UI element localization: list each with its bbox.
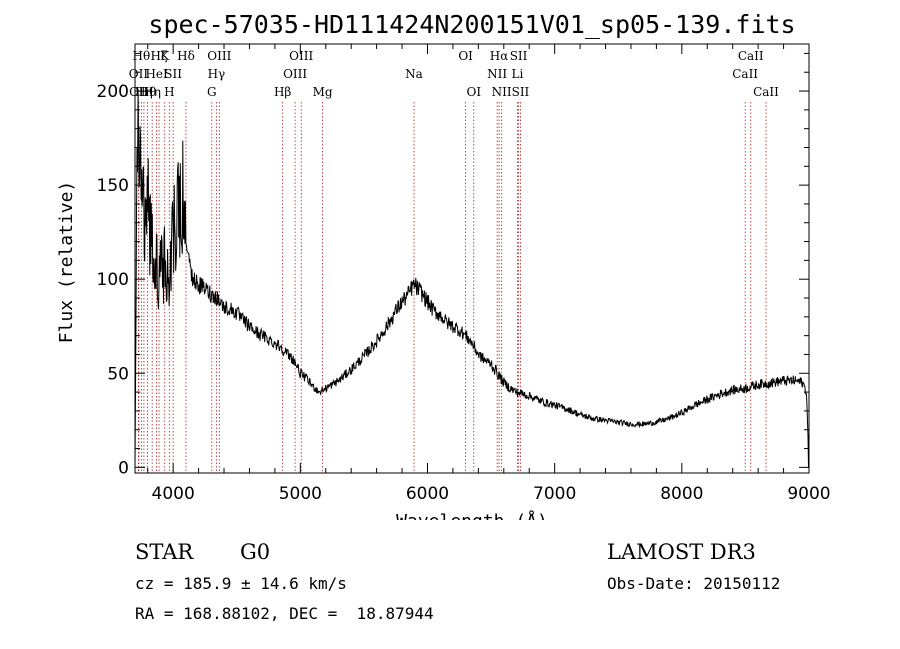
x-tick-label: 8000 bbox=[660, 484, 703, 504]
spectral-line-label: SII bbox=[512, 85, 530, 99]
spectral-line-label: Hθ bbox=[139, 85, 157, 99]
x-axis-label: Wavelength (Å) bbox=[396, 510, 548, 520]
y-tick-label: 150 bbox=[97, 176, 129, 196]
spectral-line-label: Hγ bbox=[208, 67, 226, 81]
spectral-line-label: HeI bbox=[145, 67, 168, 81]
y-tick-label: 100 bbox=[97, 270, 129, 290]
spectral-line-label: K bbox=[160, 49, 170, 63]
spectral-line-label: Mg bbox=[313, 85, 333, 99]
spectral-line-label: OIII bbox=[207, 49, 231, 63]
y-tick-label: 200 bbox=[97, 82, 129, 102]
x-tick-label: 5000 bbox=[279, 484, 322, 504]
spectral-line-label: Hα bbox=[490, 49, 509, 63]
spectral-line-label: CaII bbox=[732, 67, 758, 81]
spectral-line-label: OIII bbox=[283, 67, 307, 81]
spectral-line-label: OIII bbox=[289, 49, 313, 63]
chart-title: spec-57035-HD111424N200151V01_sp05-139.f… bbox=[148, 10, 795, 39]
spectral-line-label: NII bbox=[492, 85, 512, 99]
spectral-line-label: CaII bbox=[738, 49, 764, 63]
spectral-line-label: OII bbox=[129, 85, 149, 99]
spectral-line-label: Hδ bbox=[177, 49, 195, 63]
x-tick-label: 6000 bbox=[406, 484, 449, 504]
spectral-line-label: Hζ bbox=[151, 49, 168, 63]
flux-line bbox=[134, 89, 809, 468]
spectral-line-label: SII bbox=[164, 67, 182, 81]
y-axis-label: Flux (relative) bbox=[56, 181, 77, 344]
spectral-line-label: Hβ bbox=[274, 85, 291, 99]
survey-name: LAMOST DR3 bbox=[607, 540, 756, 564]
redshift-velocity: cz = 185.9 ± 14.6 km/s bbox=[135, 574, 347, 593]
spectral-line-label: OII bbox=[129, 67, 149, 81]
spectral-line-label: H bbox=[164, 85, 174, 99]
x-tick-label: 9000 bbox=[787, 484, 830, 504]
flux-series bbox=[134, 89, 809, 468]
spectral-line-label: NII bbox=[487, 67, 507, 81]
spectral-line-label: OI bbox=[458, 49, 473, 63]
object-class: STAR bbox=[135, 540, 194, 564]
y-axis-ticks: 0 50 100 150 200 bbox=[97, 52, 809, 478]
spectral-line-markers: OIIOIIHθHηHθHηHeIHζKHSIIHδGHγOIIIHβOIIIO… bbox=[129, 49, 779, 473]
spectral-line-label: Li bbox=[511, 67, 523, 81]
spectral-line-label: CaII bbox=[753, 85, 779, 99]
spectral-line-label: SII bbox=[510, 49, 528, 63]
sky-coordinates: RA = 168.88102, DEC = 18.87944 bbox=[135, 604, 434, 623]
x-tick-label: 7000 bbox=[533, 484, 576, 504]
x-tick-label: 4000 bbox=[152, 484, 195, 504]
y-tick-label: 50 bbox=[107, 364, 129, 384]
observation-date: Obs-Date: 20150112 bbox=[607, 574, 781, 593]
spectrum-chart: spec-57035-HD111424N200151V01_sp05-139.f… bbox=[56, 10, 831, 520]
spectral-line-label: Hη bbox=[143, 85, 161, 99]
y-tick-label: 0 bbox=[118, 458, 129, 478]
plot-frame bbox=[134, 43, 810, 474]
spectral-line-label: Hθ bbox=[133, 49, 151, 63]
spectral-line-label: Na bbox=[405, 67, 423, 81]
spectral-line-label: G bbox=[207, 85, 217, 99]
spectral-line-label: Hη bbox=[135, 85, 153, 99]
spectral-line-label: OI bbox=[466, 85, 481, 99]
object-subclass: G0 bbox=[240, 540, 271, 564]
x-axis-ticks: 4000 5000 6000 7000 8000 9000 bbox=[147, 44, 831, 504]
